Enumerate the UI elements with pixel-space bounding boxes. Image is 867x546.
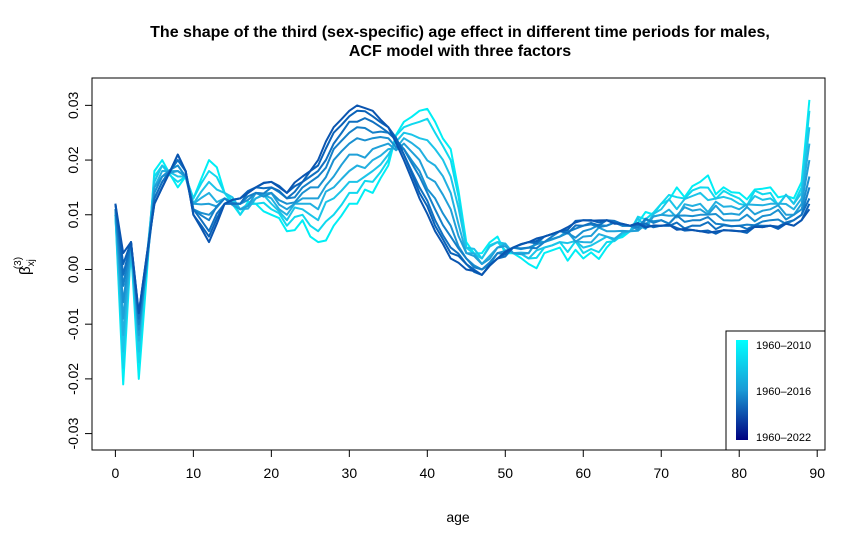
y-tick-label: -0.02 bbox=[65, 363, 81, 395]
series-line-4 bbox=[114, 137, 811, 342]
y-tick-label: 0.01 bbox=[65, 201, 81, 228]
y-tick-label: -0.01 bbox=[65, 308, 81, 340]
chart-title: The shape of the third (sex-specific) ag… bbox=[150, 24, 770, 41]
svg-text:βxj(3): βxj(3) bbox=[13, 257, 37, 275]
x-tick-label: 10 bbox=[186, 465, 202, 481]
y-axis-label: βxj(3) bbox=[13, 257, 37, 275]
legend-color-bar bbox=[736, 340, 748, 440]
chart-subtitle: ACF model with three factors bbox=[349, 43, 571, 60]
x-tick-label: 30 bbox=[342, 465, 358, 481]
legend-label-bottom: 1960–2022 bbox=[756, 432, 811, 444]
x-tick-label: 20 bbox=[264, 465, 280, 481]
series-line-2 bbox=[114, 110, 811, 369]
y-tick-label: 0.02 bbox=[65, 146, 81, 173]
x-tick-label: 70 bbox=[653, 465, 669, 481]
series-line-7 bbox=[114, 126, 811, 326]
plot-frame bbox=[91, 77, 826, 451]
x-tick-label: 90 bbox=[809, 465, 825, 481]
y-axis: -0.03 -0.02 -0.01 0.00 0.01 0.02 0.03 bbox=[65, 92, 92, 450]
x-tick-label: 50 bbox=[497, 465, 513, 481]
x-tick-label: 80 bbox=[731, 465, 747, 481]
y-axis-label-sup: (3) bbox=[13, 257, 24, 269]
y-tick-label: 0.03 bbox=[65, 92, 81, 119]
x-tick-label: 40 bbox=[420, 465, 436, 481]
legend-label-top: 1960–2010 bbox=[756, 340, 811, 352]
series-lines bbox=[114, 99, 811, 386]
x-axis-label: age bbox=[446, 509, 470, 525]
x-tick-label: 0 bbox=[111, 465, 119, 481]
series-line-10 bbox=[114, 104, 811, 315]
y-tick-label: -0.03 bbox=[65, 417, 81, 449]
y-tick-label: 0.00 bbox=[65, 256, 81, 283]
x-axis: 0 10 20 30 40 50 60 70 80 90 bbox=[111, 450, 825, 481]
y-axis-label-main: β bbox=[17, 266, 34, 275]
y-axis-label-sub: xj bbox=[26, 259, 37, 266]
legend-label-mid: 1960–2016 bbox=[756, 386, 811, 398]
series-line-6 bbox=[114, 136, 811, 331]
legend: 1960–2010 1960–2016 1960–2022 bbox=[725, 330, 826, 451]
series-line-3 bbox=[114, 127, 811, 353]
x-tick-label: 60 bbox=[575, 465, 591, 481]
